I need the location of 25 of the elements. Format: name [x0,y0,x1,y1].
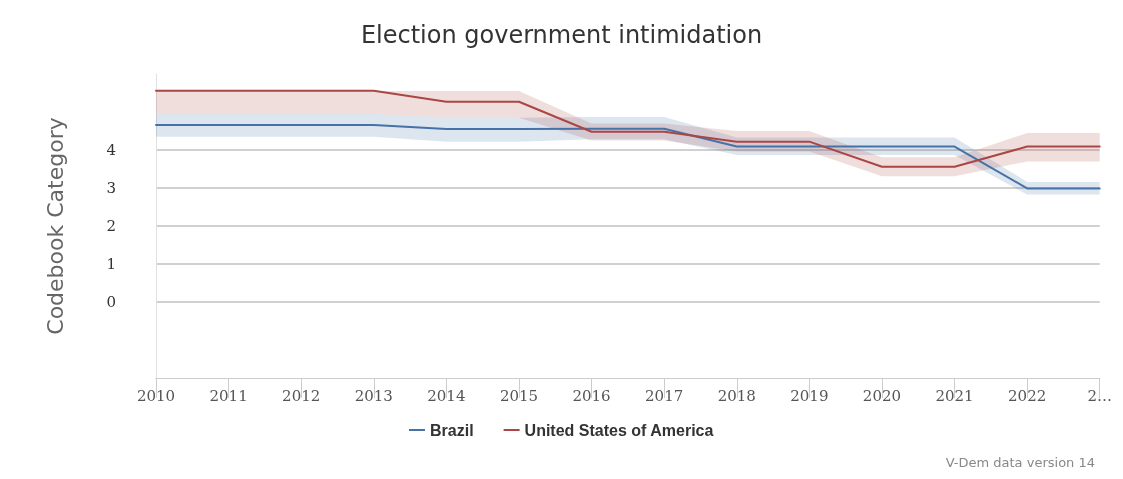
text: V-Dem data version 14 [945,455,1096,470]
line-series [155,123,1101,190]
x-tick-label: 2018 [717,386,756,405]
x-tick-label: 2017 [645,386,684,405]
x-tick-label: 2010 [136,386,176,405]
x-tick-label: 2011 [209,386,248,405]
x-tick-label: 2014 [427,386,466,405]
y-tick-label: 3 [106,179,116,197]
y-tick-label: 1 [106,255,116,273]
x-tick-label: 2019 [790,386,829,405]
x-tick-label: 2021 [935,386,974,405]
y-tick-label: 0 [106,293,116,311]
x-tick-label: 2020 [862,386,902,405]
y-tick-label: 4 [106,141,116,159]
legend-label: Brazil [430,421,474,439]
x-tick-label: 2016 [572,386,611,405]
y-axis-title: Codebook Category [42,117,68,335]
x-tick-label: 2015 [499,386,539,405]
x-tick-label: 2022 [1008,386,1047,405]
legend-label: United States of America [524,421,714,439]
x-tick-label: 2… [1087,386,1112,405]
x-tick-label: 2012 [282,386,321,405]
y-tick-label: 2 [106,217,116,235]
chart-title: Election government intimidation [360,21,763,49]
x-tick-label: 2013 [354,386,393,405]
